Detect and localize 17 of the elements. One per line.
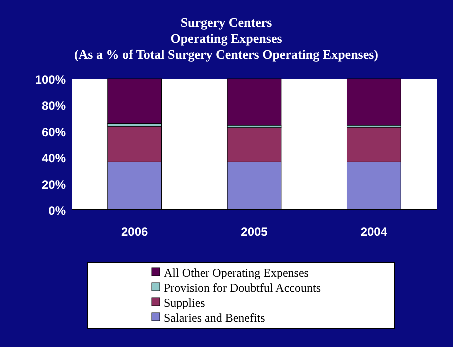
y-tick-label: 0% <box>48 204 66 218</box>
legend-label: Provision for Doubtful Accounts <box>164 281 322 295</box>
y-tick-label: 100% <box>35 73 66 87</box>
legend-label: All Other Operating Expenses <box>164 266 310 280</box>
x-tick-label: 2005 <box>241 225 268 239</box>
chart-title: Surgery Centers Operating Expenses (As a % of Total Surgery Centers Operating Expenses) <box>74 15 379 62</box>
y-tick-label: 60% <box>42 125 66 140</box>
y-tick-label: 80% <box>42 99 66 114</box>
x-tick-label: 2004 <box>360 225 388 239</box>
bar <box>346 78 402 126</box>
bar <box>227 78 282 126</box>
y-tick-label: 20% <box>42 178 66 192</box>
bar <box>108 78 162 124</box>
legend-label: Supplies <box>164 296 206 310</box>
y-tick-label: 40% <box>42 152 66 166</box>
legend-label: Salaries and Benefits <box>164 311 266 325</box>
x-tick-label: 2006 <box>121 225 148 239</box>
